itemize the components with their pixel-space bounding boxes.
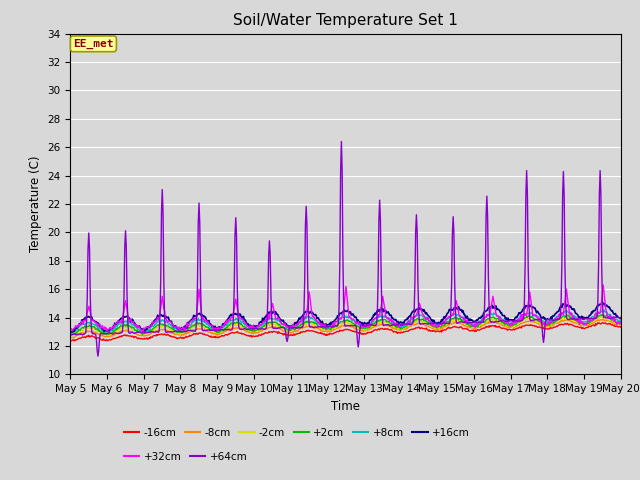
Y-axis label: Temperature (C): Temperature (C): [29, 156, 42, 252]
X-axis label: Time: Time: [331, 400, 360, 413]
Title: Soil/Water Temperature Set 1: Soil/Water Temperature Set 1: [233, 13, 458, 28]
Text: EE_met: EE_met: [73, 39, 114, 49]
Legend: +32cm, +64cm: +32cm, +64cm: [120, 448, 252, 466]
